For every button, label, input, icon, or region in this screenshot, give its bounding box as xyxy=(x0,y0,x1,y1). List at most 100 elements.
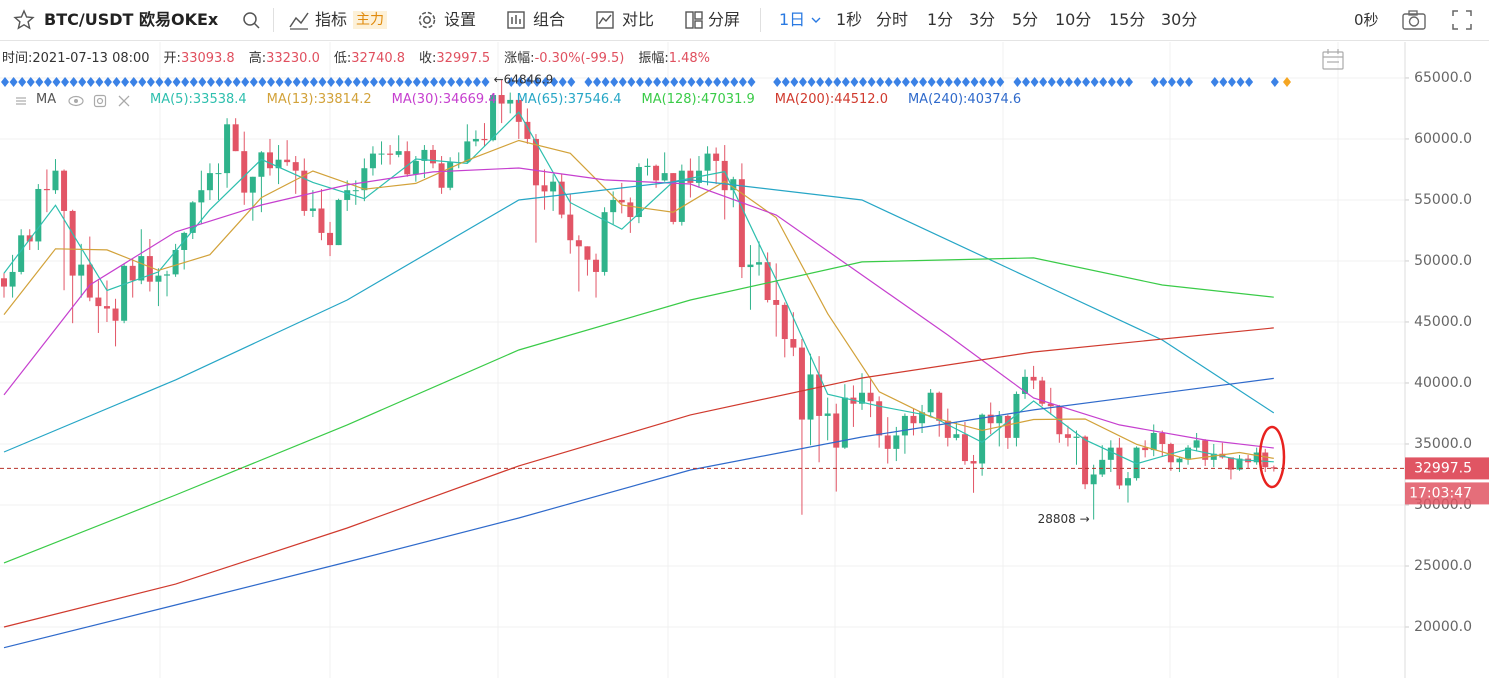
candle-body xyxy=(18,235,25,272)
candle-body xyxy=(970,461,977,464)
settings-icon[interactable] xyxy=(416,9,438,31)
candle-body xyxy=(215,173,222,175)
candle-body xyxy=(112,308,119,321)
eye-icon[interactable] xyxy=(68,94,84,108)
interval-button[interactable]: 1分 xyxy=(927,10,954,29)
legend-item: MA(30):34669.4 xyxy=(392,92,497,107)
marker-diamond xyxy=(515,77,524,87)
marker-diamond xyxy=(798,77,807,87)
candle-body xyxy=(781,304,788,340)
legend-value: 34669.4 xyxy=(442,92,497,107)
interval-button[interactable]: 3分 xyxy=(969,10,996,29)
marker-diamond xyxy=(258,77,267,87)
search-icon[interactable] xyxy=(240,9,262,31)
symbol[interactable]: BTC/USDT 欧易OKEx xyxy=(44,10,219,29)
y-tick-label: 20000.0 xyxy=(1414,619,1472,635)
interval-button[interactable]: 15分 xyxy=(1109,10,1146,29)
badge[interactable]: 主力 xyxy=(353,11,387,29)
candle-body xyxy=(515,99,522,122)
toolbar: BTC/USDT 欧易OKEx 指标 主力 设置 组合 对比 分屏 1日 1秒 … xyxy=(0,0,1489,41)
marker-diamond xyxy=(155,77,164,87)
candle-body xyxy=(61,170,68,211)
marker-diamond xyxy=(378,77,387,87)
candle-body xyxy=(172,249,179,275)
marker-diamond xyxy=(327,77,336,87)
ma-line xyxy=(3,257,1274,564)
marker-diamond xyxy=(738,77,747,87)
interval-button[interactable]: 分时 xyxy=(876,10,909,29)
camera-icon[interactable] xyxy=(1401,9,1427,31)
marker-diamond xyxy=(395,77,404,87)
candle-body xyxy=(961,434,968,462)
interval-button[interactable]: 1日 xyxy=(779,10,806,29)
legend-value: 44512.0 xyxy=(834,92,888,107)
candle-body xyxy=(910,415,917,424)
interval-button[interactable]: 10分 xyxy=(1055,10,1092,29)
candle-body xyxy=(713,153,720,161)
calendar-icon xyxy=(1322,49,1344,70)
settings-button[interactable]: 设置 xyxy=(444,10,477,29)
marker-diamond xyxy=(653,77,662,87)
split-icon[interactable] xyxy=(683,9,705,31)
marker-diamond xyxy=(121,77,130,87)
marker-diamond xyxy=(1030,77,1039,87)
info-item: 高:33230.0 xyxy=(249,47,320,66)
combine-button[interactable]: 组合 xyxy=(533,10,566,29)
star-icon[interactable] xyxy=(13,9,35,31)
interval-button[interactable]: 30分 xyxy=(1161,10,1198,29)
candle-body xyxy=(369,153,376,169)
refresh-setting[interactable]: 0秒 xyxy=(1354,11,1379,29)
indicators-button[interactable]: 指标 xyxy=(315,10,348,29)
marker-diamond xyxy=(1056,77,1065,87)
split-button[interactable]: 分屏 xyxy=(708,10,741,29)
marker-diamond xyxy=(26,77,35,87)
info-item: 时间:2021-07-13 08:00 xyxy=(2,47,150,66)
candle-body xyxy=(558,181,565,215)
y-tick-label: 55000.0 xyxy=(1414,192,1472,208)
marker-diamond xyxy=(730,77,739,87)
marker-diamond xyxy=(1082,77,1091,87)
marker-diamond xyxy=(695,77,704,87)
marker-diamond xyxy=(275,77,284,87)
ma-line xyxy=(3,167,1274,449)
candle-body xyxy=(1116,447,1123,486)
marker-diamond xyxy=(224,77,233,87)
marker-diamond xyxy=(1073,77,1082,87)
compare-icon[interactable] xyxy=(594,9,616,31)
marker-diamond xyxy=(1159,77,1168,87)
separator xyxy=(760,8,761,32)
marker-diamond xyxy=(1116,77,1125,87)
candle-body xyxy=(309,208,316,211)
fullscreen-icon[interactable] xyxy=(1451,9,1473,31)
dropdown-icon[interactable] xyxy=(810,14,822,26)
marker-diamond xyxy=(859,77,867,87)
candle-body xyxy=(412,160,419,175)
combine-icon[interactable] xyxy=(505,9,527,31)
indicator-icon[interactable] xyxy=(288,9,310,31)
marker-diamond xyxy=(876,77,885,87)
interval-button[interactable]: 5分 xyxy=(1012,10,1039,29)
gear-icon[interactable] xyxy=(93,94,107,108)
candle-body xyxy=(987,414,994,424)
legend-item: MA(65):37546.4 xyxy=(517,92,622,107)
collapse-icon[interactable] xyxy=(14,94,28,108)
marker-diamond xyxy=(309,77,318,87)
marker-diamond xyxy=(661,77,670,87)
marker-diamond xyxy=(146,77,155,87)
candle-body xyxy=(1064,434,1071,438)
marker-diamond xyxy=(430,77,438,87)
marker-diamond xyxy=(69,77,78,87)
close-icon[interactable] xyxy=(118,95,130,107)
legend-item: MA(5):33538.4 xyxy=(150,92,247,107)
compare-button[interactable]: 对比 xyxy=(622,10,655,29)
marker-diamond xyxy=(266,77,275,87)
candle-body xyxy=(816,374,823,416)
candle-body xyxy=(996,415,1003,424)
marker-diamond xyxy=(1090,77,1099,87)
marker-diamond xyxy=(1099,77,1108,87)
interval-button[interactable]: 1秒 xyxy=(836,10,863,29)
candle-body xyxy=(653,165,660,181)
candle-body xyxy=(1,278,7,287)
marker-diamond xyxy=(816,77,825,87)
marker-diamond xyxy=(807,77,816,87)
